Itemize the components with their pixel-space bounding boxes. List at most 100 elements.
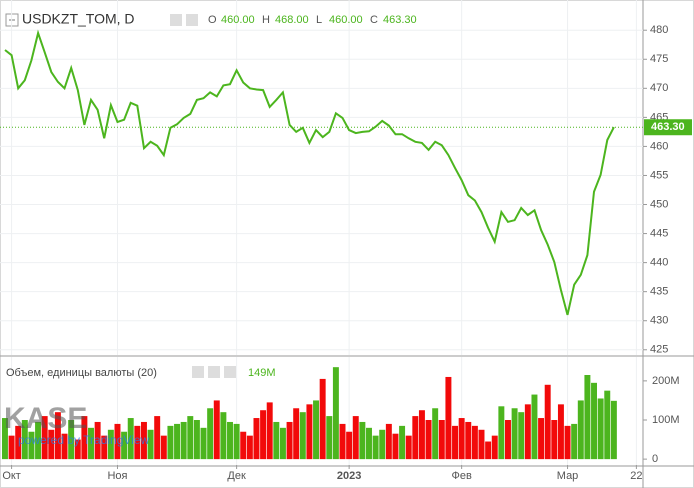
volume-bar	[571, 423, 578, 460]
volume-bar	[366, 427, 372, 460]
y-tick-label: 200M	[652, 375, 680, 387]
vol-close-button[interactable]	[224, 366, 236, 378]
volume-bar	[551, 420, 558, 460]
x-tick-label: Фев	[451, 470, 471, 482]
volume-bar	[279, 427, 286, 460]
x-tick-label: Ноя	[107, 470, 127, 482]
volume-bar	[107, 429, 114, 460]
volume-bar	[319, 378, 326, 460]
y-tick-label: 435	[650, 286, 668, 298]
volume-bar	[412, 416, 419, 460]
volume-bar	[332, 367, 339, 460]
volume-bar	[392, 433, 399, 460]
volume-bar	[246, 435, 253, 460]
y-tick-label: 0	[652, 453, 658, 465]
volume-bar	[8, 435, 15, 460]
ohlc-value: 460.00	[221, 14, 255, 26]
volume-bar	[399, 425, 406, 460]
volume-bar	[610, 400, 617, 460]
volume-bar	[577, 400, 584, 460]
volume-bar	[405, 435, 412, 460]
price-pane	[0, 0, 643, 355]
y-tick-label: 480	[650, 24, 668, 36]
volume-bar	[465, 421, 472, 460]
volume-bar	[1, 418, 8, 460]
volume-bar	[538, 418, 545, 460]
ohlc-value: 468.00	[275, 14, 309, 26]
y-tick-label: 430	[650, 315, 668, 327]
volume-bar	[591, 382, 598, 460]
watermark-sub: powered by TradingView	[18, 433, 150, 447]
volume-bar	[531, 394, 538, 460]
volume-bar	[273, 421, 280, 460]
volume-bar	[511, 408, 518, 460]
volume-title: Объем, единицы валюты (20)	[6, 367, 157, 379]
volume-bar	[458, 418, 465, 460]
settings-button[interactable]	[186, 14, 198, 26]
volume-bar	[35, 421, 42, 460]
volume-bar	[478, 429, 485, 460]
last-price-box	[644, 119, 692, 136]
eye-button[interactable]	[170, 14, 182, 26]
ohlc-label: C	[370, 14, 378, 26]
volume-bar	[81, 416, 88, 460]
y-tick-label: 475	[650, 53, 668, 65]
volume-bar	[313, 400, 320, 460]
volume-pane	[1, 357, 637, 465]
volume-bar	[134, 425, 141, 460]
vol-eye-button[interactable]	[192, 366, 204, 378]
volume-bar	[187, 416, 194, 460]
y-tick-label: 460	[650, 140, 668, 152]
volume-bar	[491, 435, 498, 460]
y-tick-label: 470	[650, 82, 668, 94]
volume-bar	[101, 435, 108, 460]
volume-bar	[425, 420, 432, 460]
volume-bar	[604, 390, 611, 460]
last-price-label: 463.30	[651, 121, 685, 133]
volume-bar	[15, 425, 22, 460]
ohlc-value: 460.00	[329, 14, 363, 26]
volume-bar	[379, 429, 386, 460]
volume-bar	[88, 427, 94, 460]
x-tick-label: Мар	[557, 470, 579, 482]
price-line	[4, 29, 615, 316]
volume-bar	[260, 410, 267, 460]
volume-bar	[418, 410, 425, 460]
volume-bar	[385, 423, 392, 460]
volume-bar	[372, 435, 379, 460]
volume-bar	[61, 433, 68, 460]
volume-bar	[584, 375, 591, 460]
volume-bar	[326, 416, 333, 460]
volume-bar	[140, 421, 147, 460]
volume-bar	[48, 429, 55, 460]
x-tick-label: Дек	[227, 470, 246, 482]
volume-bar	[220, 412, 227, 460]
watermark: KASE	[4, 402, 87, 435]
volume-last: 149M	[248, 367, 276, 379]
volume-bar	[544, 384, 551, 460]
volume-bar	[227, 421, 233, 460]
volume-bar	[485, 441, 492, 460]
volume-bar	[174, 423, 181, 460]
volume-bar	[299, 412, 306, 460]
volume-bar	[121, 431, 128, 460]
volume-bar	[339, 423, 346, 460]
volume-bar	[233, 423, 240, 460]
y-tick-label: 440	[650, 257, 668, 269]
volume-bar	[240, 431, 247, 460]
symbol-title: USDKZT_TOM, D	[22, 11, 135, 27]
volume-bar	[160, 435, 167, 460]
volume-bar	[193, 420, 200, 460]
volume-bar	[114, 423, 121, 460]
volume-bar	[94, 421, 101, 460]
volume-bar	[21, 420, 28, 460]
volume-bar	[147, 429, 154, 460]
volume-bar	[518, 412, 525, 460]
volume-bar	[266, 402, 273, 460]
volume-bar	[293, 408, 300, 460]
vol-settings-button[interactable]	[208, 366, 220, 378]
volume-bar	[213, 400, 220, 460]
volume-bar	[154, 416, 161, 460]
ohlc-label: L	[316, 14, 322, 26]
